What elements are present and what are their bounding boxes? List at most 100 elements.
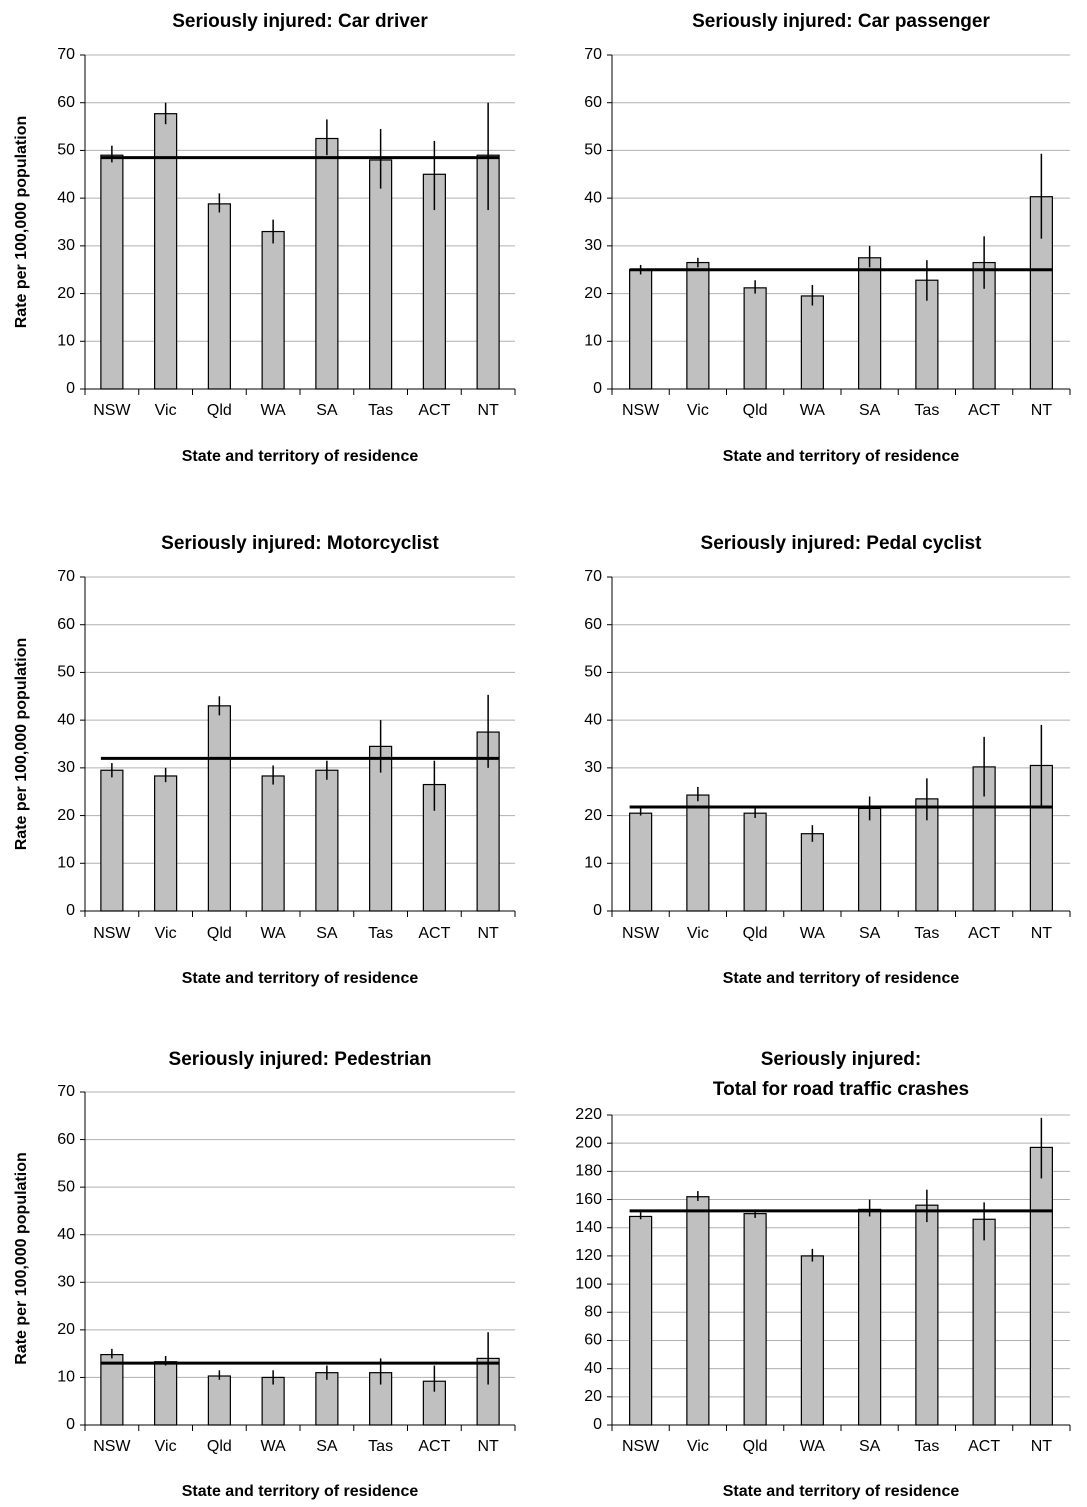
y-tick-label: 0 bbox=[66, 902, 75, 919]
y-tick-label: 30 bbox=[57, 1274, 75, 1291]
chart-title: Seriously injured: Car driver bbox=[172, 11, 428, 32]
x-tick-label: Tas bbox=[914, 925, 939, 942]
bar bbox=[261, 775, 285, 912]
bar bbox=[369, 159, 393, 390]
x-tick-label: NT bbox=[477, 402, 499, 419]
chart-panel: Seriously injured: Car passenger 0 10 20 30 4… bbox=[584, 11, 1071, 465]
y-tick-label: 0 bbox=[593, 902, 602, 919]
y-tick-label: 30 bbox=[57, 237, 75, 254]
x-tick-label: Qld bbox=[743, 402, 768, 419]
y-tick-label: 20 bbox=[584, 807, 602, 824]
x-tick-label: NSW bbox=[622, 925, 660, 942]
x-tick-label: Vic bbox=[687, 402, 709, 419]
x-tick-label: WA bbox=[261, 1438, 287, 1455]
y-axis-label: Rate per 100,000 population bbox=[13, 116, 30, 329]
x-tick-label: ACT bbox=[968, 1438, 1000, 1455]
y-tick-label: 20 bbox=[584, 285, 602, 302]
y-tick-label: 0 bbox=[66, 380, 75, 397]
y-tick-label: 30 bbox=[584, 759, 602, 776]
x-axis-label: State and territory of residence bbox=[723, 1483, 960, 1500]
y-tick-label: 70 bbox=[57, 46, 75, 63]
y-tick-label: 70 bbox=[57, 1083, 75, 1100]
y-tick-label: 0 bbox=[593, 1416, 602, 1433]
x-tick-label: WA bbox=[261, 925, 287, 942]
x-tick-label: NSW bbox=[93, 925, 131, 942]
bar bbox=[207, 1375, 231, 1426]
y-tick-label: 20 bbox=[57, 1321, 75, 1338]
x-axis-label: State and territory of residence bbox=[182, 448, 419, 465]
y-tick-label: 50 bbox=[57, 1178, 75, 1195]
chart-panel: Seriously injured: Motorcyclist 0 10 20 30 40… bbox=[13, 533, 516, 987]
y-tick-label: 40 bbox=[57, 711, 75, 728]
y-tick-label: 60 bbox=[584, 94, 602, 111]
y-tick-label: 10 bbox=[584, 333, 602, 350]
x-tick-label: ACT bbox=[418, 1438, 450, 1455]
chart-title: Seriously injured: Motorcyclist bbox=[161, 533, 439, 554]
y-tick-label: 0 bbox=[593, 380, 602, 397]
x-tick-label: NSW bbox=[622, 402, 660, 419]
x-tick-label: Tas bbox=[914, 402, 939, 419]
x-tick-label: Vic bbox=[155, 925, 177, 942]
bar bbox=[686, 794, 710, 912]
y-tick-label: 40 bbox=[57, 189, 75, 206]
chart-title: Seriously injured: Pedestrian bbox=[169, 1049, 432, 1070]
bar bbox=[154, 775, 178, 912]
y-axis-label: Rate per 100,000 population bbox=[13, 1152, 30, 1365]
bar bbox=[800, 833, 824, 912]
x-tick-label: Tas bbox=[914, 1438, 939, 1455]
y-tick-label: 80 bbox=[584, 1303, 602, 1320]
bar bbox=[743, 812, 767, 912]
x-tick-label: Vic bbox=[155, 1438, 177, 1455]
chart-panel: Seriously injured: Pedestrian 0 10 20 30 40 50… bbox=[13, 1049, 516, 1500]
y-tick-label: 50 bbox=[57, 664, 75, 681]
y-tick-label: 40 bbox=[584, 189, 602, 206]
x-tick-label: ACT bbox=[418, 402, 450, 419]
x-tick-label: Tas bbox=[368, 925, 393, 942]
bar bbox=[629, 1215, 653, 1426]
y-tick-label: 180 bbox=[575, 1163, 602, 1180]
bar bbox=[100, 154, 124, 390]
y-tick-label: 60 bbox=[57, 1131, 75, 1148]
bar bbox=[629, 812, 653, 912]
x-tick-label: NSW bbox=[93, 1438, 131, 1455]
x-tick-label: Qld bbox=[207, 402, 232, 419]
x-tick-label: Qld bbox=[743, 925, 768, 942]
chart-title: Seriously injured: bbox=[761, 1049, 921, 1070]
x-tick-label: NSW bbox=[622, 1438, 660, 1455]
x-tick-label: SA bbox=[316, 402, 338, 419]
bar bbox=[154, 113, 178, 390]
x-tick-label: NT bbox=[1031, 925, 1053, 942]
y-axis-label: Rate per 100,000 population bbox=[13, 638, 30, 851]
y-tick-label: 200 bbox=[575, 1134, 602, 1151]
y-tick-label: 0 bbox=[66, 1416, 75, 1433]
x-tick-label: SA bbox=[859, 925, 881, 942]
x-tick-label: SA bbox=[316, 1438, 338, 1455]
bar bbox=[261, 230, 285, 390]
y-tick-label: 20 bbox=[57, 285, 75, 302]
bar bbox=[629, 269, 653, 390]
bar bbox=[915, 1204, 939, 1426]
y-tick-label: 10 bbox=[57, 855, 75, 872]
x-tick-label: ACT bbox=[418, 925, 450, 942]
y-tick-label: 100 bbox=[575, 1275, 602, 1292]
bar bbox=[100, 1353, 124, 1426]
y-tick-label: 160 bbox=[575, 1191, 602, 1208]
bar bbox=[800, 295, 824, 390]
x-tick-label: SA bbox=[316, 925, 338, 942]
x-tick-label: Vic bbox=[687, 1438, 709, 1455]
y-tick-label: 50 bbox=[584, 142, 602, 159]
x-tick-label: WA bbox=[800, 925, 826, 942]
bar bbox=[743, 287, 767, 390]
bar bbox=[858, 807, 882, 912]
bar bbox=[686, 261, 710, 390]
y-tick-label: 220 bbox=[575, 1106, 602, 1123]
bar bbox=[743, 1213, 767, 1426]
y-tick-label: 60 bbox=[584, 616, 602, 633]
x-tick-label: Tas bbox=[368, 402, 393, 419]
bar bbox=[207, 203, 231, 390]
x-axis-label: State and territory of residence bbox=[723, 448, 960, 465]
bar bbox=[100, 769, 124, 912]
x-axis-label: State and territory of residence bbox=[182, 970, 419, 987]
bar bbox=[315, 769, 339, 912]
